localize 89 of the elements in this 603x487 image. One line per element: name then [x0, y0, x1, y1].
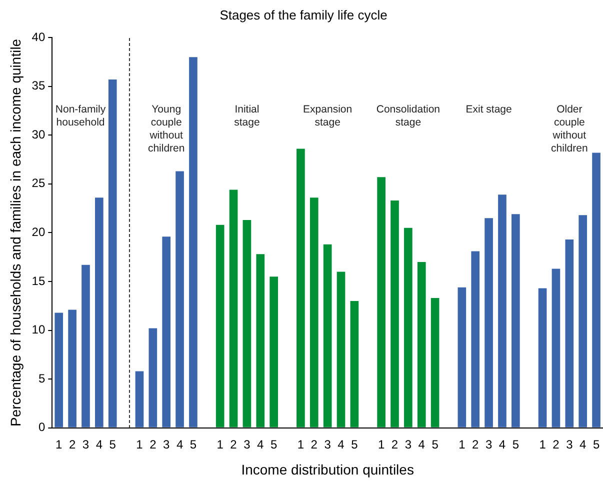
annotation: Consolidation stage: [376, 104, 440, 129]
y-tick-label: 35: [32, 78, 46, 93]
bar: [323, 244, 332, 428]
x-tick-label: 4: [418, 437, 426, 452]
annotation: Exit stage: [466, 104, 512, 116]
x-tick-label: 1: [56, 437, 63, 452]
x-tick-label: 3: [244, 437, 251, 452]
bar: [310, 198, 318, 428]
y-tick-label: 10: [32, 322, 46, 337]
bar: [336, 272, 346, 428]
chart-title: Stages of the family life cycle: [220, 7, 388, 22]
x-tick-label: 2: [68, 437, 76, 452]
x-tick-label: 1: [539, 437, 546, 452]
annotation: Initial stage: [234, 104, 260, 129]
bar: [242, 220, 252, 428]
x-tick-label: 5: [270, 437, 278, 452]
bar: [68, 310, 76, 428]
bar: [256, 254, 265, 428]
x-tick-label: 5: [432, 437, 439, 452]
bar: [430, 298, 440, 428]
x-tick-label: 2: [472, 437, 480, 452]
y-tick-label: 15: [32, 274, 46, 288]
bar: [552, 268, 560, 428]
bar: [592, 152, 600, 428]
bar: [189, 57, 198, 428]
bar: [484, 218, 493, 428]
y-tick-label: 25: [32, 176, 46, 190]
x-tick-label: 1: [136, 437, 144, 452]
x-tick-label: 4: [338, 437, 345, 452]
bar: [148, 328, 158, 428]
bar: [512, 214, 520, 428]
x-tick-label: 3: [566, 437, 574, 452]
y-tick-label: 30: [32, 127, 46, 142]
bar: [162, 236, 171, 428]
x-tick-label: 4: [96, 437, 103, 452]
y-tick-label: 20: [32, 225, 46, 240]
x-tick-label: 5: [109, 437, 116, 452]
bar: [108, 80, 117, 428]
bar: [417, 262, 426, 428]
x-tick-label: 3: [404, 437, 412, 452]
x-axis-title: Income distribution quintiles: [241, 461, 414, 478]
annotation: Young couple without children: [148, 104, 185, 155]
x-tick-label: 3: [485, 437, 492, 452]
x-tick-label: 3: [324, 437, 332, 452]
y-tick-label: 5: [38, 371, 46, 386]
x-tick-label: 2: [230, 437, 238, 452]
bar: [471, 251, 480, 428]
x-tick-label: 2: [310, 437, 318, 452]
x-tick-label: 5: [592, 437, 600, 452]
annotation: Expansion stage: [303, 104, 352, 129]
x-tick-label: 4: [498, 437, 506, 452]
x-tick-label: 4: [176, 437, 184, 452]
x-tick-label: 1: [297, 437, 304, 452]
bar: [216, 224, 224, 428]
bar: [538, 288, 547, 428]
x-tick-label: 2: [391, 437, 398, 452]
bar: [135, 371, 144, 428]
bar: [565, 240, 574, 428]
bar: [229, 190, 238, 428]
bar: [578, 215, 588, 428]
x-tick-label: 5: [190, 437, 197, 452]
bar: [377, 177, 386, 428]
x-tick-label: 4: [257, 437, 264, 452]
bar: [350, 300, 359, 428]
bar: [270, 276, 278, 428]
bar: [82, 264, 90, 428]
x-tick-label: 3: [163, 437, 170, 452]
annotation: Non-family household: [55, 104, 106, 129]
bar: [95, 198, 104, 428]
annotation: Older couple without children: [551, 104, 588, 155]
bar: [390, 200, 399, 428]
x-tick-label: 5: [351, 437, 358, 452]
y-tick-label: 40: [32, 30, 46, 44]
x-tick-label: 5: [512, 437, 520, 452]
x-tick-label: 4: [580, 437, 587, 452]
bar: [54, 312, 64, 428]
x-tick-label: 2: [552, 437, 560, 452]
bar: [176, 171, 184, 428]
x-tick-label: 1: [378, 437, 385, 452]
bar: [458, 287, 466, 428]
y-tick-label: 0: [38, 420, 46, 434]
x-tick-label: 1: [458, 437, 466, 452]
bar: [404, 228, 412, 428]
y-axis-title: Percentage of households and families in each income quintile: [7, 38, 24, 426]
x-tick-label: 3: [82, 437, 90, 452]
bar: [296, 148, 305, 428]
x-tick-label: 2: [150, 437, 157, 452]
x-tick-label: 1: [216, 437, 224, 452]
bar: [498, 194, 506, 428]
